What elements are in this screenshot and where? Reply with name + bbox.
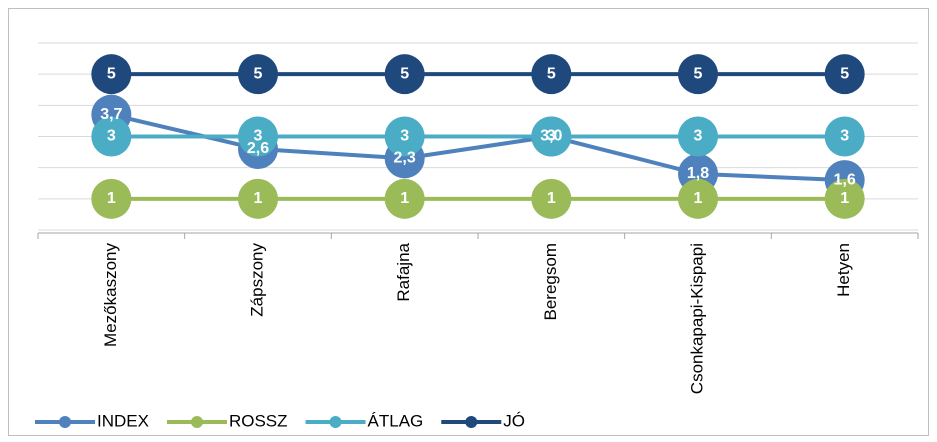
point-marker — [384, 54, 425, 95]
point-marker — [91, 178, 132, 219]
data-label: 1 — [547, 190, 556, 207]
point-marker — [531, 178, 572, 219]
data-label: 3 — [107, 128, 116, 145]
data-label: 1 — [107, 190, 116, 207]
data-label: 2,6 — [247, 140, 269, 157]
point-marker — [678, 54, 718, 95]
legend-label: ÁTLAG — [368, 411, 424, 430]
point-marker — [531, 116, 572, 157]
point-marker — [384, 116, 425, 157]
chart-border — [8, 8, 929, 436]
data-label: 3 — [254, 128, 263, 145]
data-label: 3 — [694, 128, 703, 145]
data-label: 1,8 — [687, 165, 709, 182]
point-marker — [91, 116, 132, 157]
legend-marker — [465, 416, 478, 428]
point-marker — [238, 116, 278, 157]
data-label: 1,6 — [834, 171, 856, 188]
data-label: 1 — [694, 190, 703, 207]
point-marker — [678, 178, 718, 219]
x-tick-label: Csonkapapi-Kispapi — [687, 243, 706, 394]
legend-marker — [190, 416, 203, 428]
data-label: 5 — [840, 65, 849, 82]
data-label: 3,7 — [100, 106, 122, 123]
data-label: 3,0 — [540, 128, 562, 145]
x-tick-label: Mezőkaszony — [101, 243, 120, 347]
data-label: 5 — [400, 65, 409, 82]
data-label: 3 — [400, 128, 409, 145]
data-label: 1 — [840, 190, 849, 207]
legend-label: ROSSZ — [229, 411, 288, 430]
legend-label: JÓ — [503, 411, 525, 430]
point-marker — [384, 178, 425, 219]
point-marker — [91, 54, 132, 95]
point-marker — [824, 178, 865, 219]
point-marker — [531, 54, 572, 95]
data-label: 5 — [694, 65, 703, 82]
data-label: 1 — [254, 190, 263, 207]
series-line — [110, 112, 845, 183]
legend-marker — [329, 416, 342, 428]
point-marker — [678, 116, 718, 157]
x-tick-label: Hetyen — [834, 243, 853, 297]
point-marker — [238, 54, 278, 95]
x-tick-label: Beregsom — [541, 243, 560, 320]
point-marker — [824, 116, 865, 157]
legend-label: INDEX — [97, 411, 149, 430]
legend-marker — [59, 416, 71, 428]
data-label: 1 — [400, 190, 409, 207]
data-label: 5 — [107, 65, 116, 82]
point-marker — [824, 54, 865, 95]
data-label: 2,3 — [394, 150, 416, 167]
data-label: 3 — [840, 128, 849, 145]
data-label: 5 — [547, 65, 556, 82]
data-label: 5 — [254, 65, 263, 82]
x-tick-label: Rafajna — [394, 242, 413, 301]
data-label: 3 — [547, 128, 556, 145]
point-marker — [238, 178, 278, 219]
x-tick-label: Zápszony — [247, 243, 266, 317]
